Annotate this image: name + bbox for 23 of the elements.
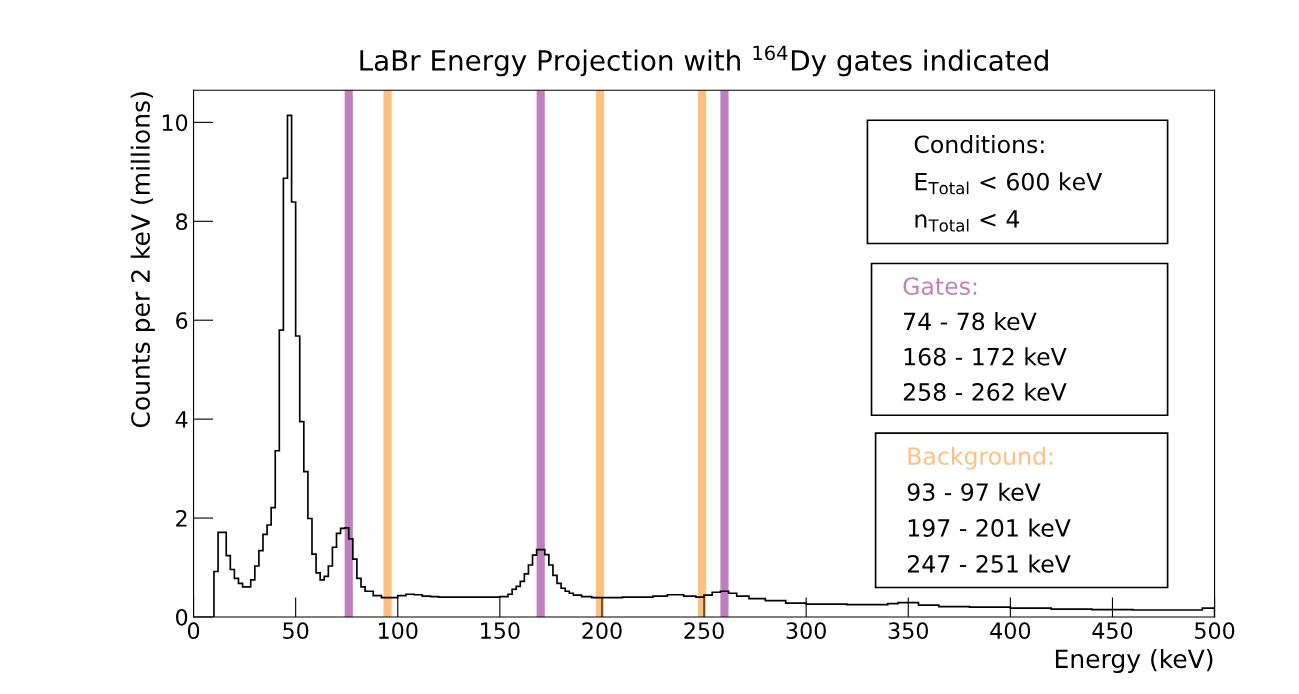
y-tick-label: 0: [176, 608, 188, 626]
annotation: Background: 93 - 97 keV 197 - 201 keV 247 - 251 keV: [907, 446, 1071, 573]
x-tick-label: 300: [786, 622, 826, 640]
x-tick-label: 450: [1092, 622, 1133, 640]
y-tick-label: 2: [176, 510, 187, 527]
y-tick-label: 8: [176, 213, 188, 231]
x-tick-label: 50: [283, 622, 309, 640]
x-tick-label: 150: [481, 622, 520, 640]
chart-title: LaBr Energy Projection with $^{164}$Dy gates indicated: [360, 45, 1048, 77]
x-tick-label: 500: [1195, 622, 1235, 640]
y-tick-label: 6: [176, 312, 188, 329]
x-tick-label: 100: [378, 622, 418, 640]
y-tick-label: 10: [162, 114, 188, 132]
text: Conditions: E$_{Total}$ < 600 keV n$_{Total}$ < 4: [914, 134, 1103, 232]
x-tick-label: 200: [582, 622, 622, 640]
y-axis-title: Counts per 2 keV (millions): [130, 92, 155, 428]
x-tick-label: 350: [888, 622, 928, 640]
x-axis-title: Energy (keV): [1055, 648, 1213, 674]
x-tick-label: 0: [187, 622, 200, 640]
x-tick-label: 400: [990, 622, 1031, 640]
y-tick-label: 4: [175, 411, 188, 428]
annotation: Gates: 74 - 78 keV 168 - 172 keV 258 - 262 keV: [903, 277, 1067, 401]
x-tick-label: 250: [684, 622, 724, 640]
